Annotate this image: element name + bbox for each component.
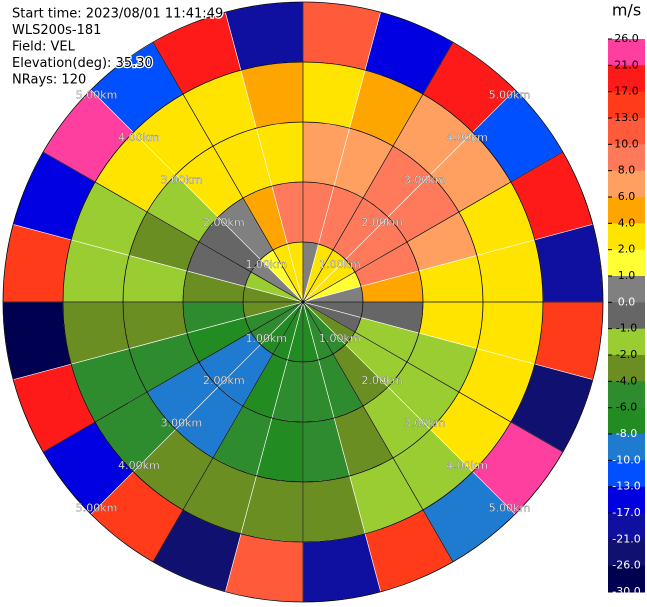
header-line: Start time: 2023/08/01 11:41:49 [12, 7, 223, 22]
colorbar-band [608, 328, 645, 356]
range-label: 5.00km [76, 501, 118, 514]
header-line: Elevation(deg): 35.30 [12, 56, 153, 71]
colorbar-band [608, 513, 645, 540]
colorbar-band [608, 539, 645, 567]
colorbar-band [608, 223, 645, 251]
colorbar-label: -21.0 [612, 532, 640, 545]
spoke [302, 151, 563, 303]
range-label: 4.00km [446, 459, 488, 472]
range-label: 3.00km [404, 417, 446, 430]
colorbar-label: 8.0 [618, 164, 636, 177]
spoke [302, 301, 563, 453]
range-ring [182, 181, 424, 423]
colorbar-label: -6.0 [616, 401, 637, 414]
colorbar-band [608, 39, 645, 66]
spoke [302, 301, 454, 562]
colorbar-label: 4.0 [618, 216, 636, 229]
colorbar: m/s 26.0 21.0 17.0 13.0 10.0 8.0 6.0 4.0 2.0 1.0 0.… [608, 1, 645, 598]
range-label: 2.00km [203, 374, 245, 387]
range-label: 3.00km [161, 173, 203, 186]
range-label: 5.00km [489, 89, 531, 102]
range-label: 2.00km [361, 216, 403, 229]
colorbar-band [608, 381, 645, 409]
range-ring [242, 241, 364, 363]
spoke [302, 42, 454, 303]
colorbar-band [608, 486, 645, 514]
colorbar-label: -4.0 [616, 374, 637, 387]
spoke [152, 301, 304, 562]
range-ring [62, 61, 544, 543]
header-line: WLS200s-181 [12, 23, 101, 38]
colorbar-band [608, 197, 645, 224]
range-label: 2.00km [203, 216, 245, 229]
colorbar-band [608, 565, 645, 593]
colorbar-band [608, 249, 645, 277]
colorbar-label: -30.0 [612, 585, 640, 598]
colorbar-label: 26.0 [614, 32, 639, 45]
colorbar-label: -17.0 [612, 506, 640, 519]
colorbar-band [608, 65, 645, 93]
colorbar-label: 10.0 [614, 137, 639, 150]
header-line: NRays: 120 [12, 73, 86, 88]
colorbar-title: m/s [612, 1, 641, 20]
range-label: 1.00km [319, 258, 361, 271]
colorbar-band [608, 460, 645, 488]
spoke [152, 42, 304, 303]
colorbar-label: 17.0 [614, 85, 639, 98]
range-label: 5.00km [76, 89, 118, 102]
spoke [43, 151, 304, 303]
colorbar-label: -10.0 [612, 453, 640, 466]
polar-grid: 1.00km 1.00km 1.00km 1.00km 2.00km 2.00km 2.00… [2, 1, 604, 603]
colorbar-label: 21.0 [614, 58, 639, 71]
colorbar-band [608, 302, 645, 330]
range-label: 5.00km [489, 501, 531, 514]
colorbar-label: -13.0 [612, 480, 640, 493]
range-ring [2, 1, 604, 603]
range-label: 1.00km [245, 258, 287, 271]
colorbar-label: 0.0 [618, 295, 636, 308]
colorbar-label: 1.0 [618, 269, 636, 282]
colorbar-label: 2.0 [618, 243, 636, 256]
colorbar-label: -26.0 [612, 559, 640, 572]
colorbar-band [608, 407, 645, 435]
range-label: 2.00km [361, 374, 403, 387]
colorbar-label: 13.0 [614, 111, 639, 124]
spoke [43, 301, 304, 453]
colorbar-band [608, 355, 645, 382]
range-label: 1.00km [319, 332, 361, 345]
range-label: 3.00km [161, 417, 203, 430]
colorbar-label: -1.0 [616, 322, 637, 335]
colorbar-band [608, 118, 645, 145]
colorbar-label: 6.0 [618, 190, 636, 203]
colorbar-band [608, 276, 645, 303]
range-label: 3.00km [404, 173, 446, 186]
range-label: 1.00km [245, 332, 287, 345]
header: Start time: 2023/08/01 11:41:49WLS200s-1… [11, 5, 225, 89]
range-label: 4.00km [118, 459, 160, 472]
colorbar-band [608, 434, 645, 461]
range-label: 4.00km [446, 131, 488, 144]
colorbar-band [608, 91, 645, 119]
range-label: 4.00km [118, 131, 160, 144]
header-line: Field: VEL [12, 40, 76, 55]
colorbar-band [608, 144, 645, 172]
colorbar-band [608, 170, 645, 198]
range-ring [122, 121, 484, 483]
colorbar-label: -2.0 [616, 348, 637, 361]
colorbar-label: -8.0 [616, 427, 637, 440]
